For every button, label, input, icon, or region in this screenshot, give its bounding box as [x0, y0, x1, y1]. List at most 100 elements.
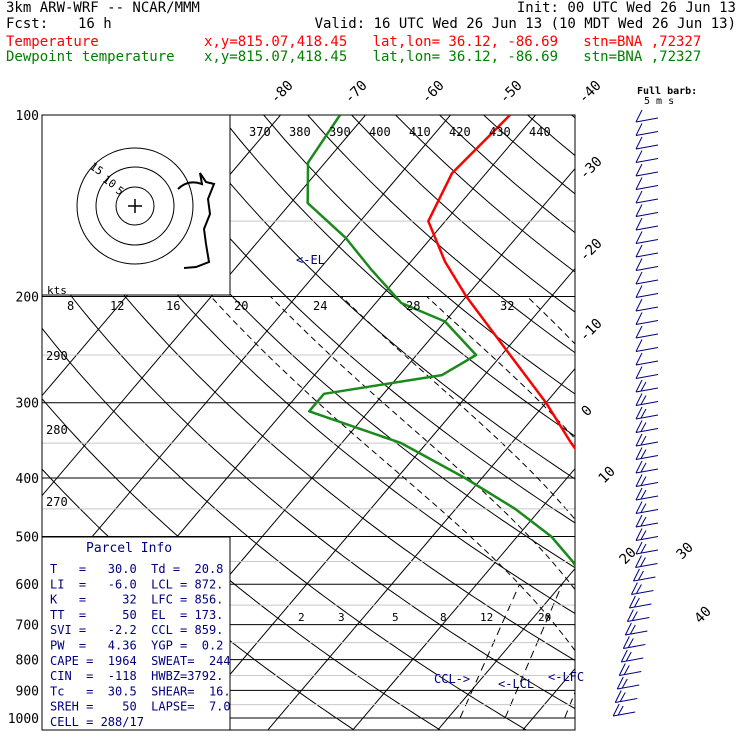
wind-barb-key-units: 5 m s	[644, 96, 674, 107]
wind-barb-icon	[635, 217, 659, 231]
hodograph-ring	[95, 166, 175, 246]
isotherm-line	[42, 115, 367, 497]
mixing-ratio-line	[504, 584, 563, 719]
isotherm-line	[267, 367, 575, 730]
parcel-info-row: PW = 4.36 YGP = 0.2	[50, 639, 223, 653]
parcel-info-row: SVI = -2.2 CCL = 859.	[50, 623, 223, 637]
theta-label: 380	[289, 125, 311, 139]
theta-label: 390	[329, 125, 351, 139]
theta-label: 290	[46, 349, 68, 363]
isotherm-label: -10	[577, 316, 606, 345]
wind-barb-icon	[635, 150, 659, 163]
wind-barb-icon	[635, 177, 659, 190]
parcel-info-row: CIN = -118 HWBZ=3792.	[50, 669, 223, 683]
hodograph-trace	[177, 172, 216, 269]
pressure-tick-label: 300	[16, 397, 39, 412]
hodograph-scale-label: 12	[110, 299, 124, 313]
dry-adiabat-line	[668, 87, 740, 730]
theta-label: 280	[46, 423, 68, 437]
wind-barb-icon	[635, 366, 659, 379]
pressure-tick-label: 500	[16, 530, 39, 545]
isotherm-label: 30	[674, 540, 697, 563]
pressure-tick-label: 200	[16, 291, 39, 306]
wind-barb-icon	[635, 393, 659, 406]
legend-dewpoint-location: x,y=815.07,418.45 lat,lon= 36.12, -86.69…	[204, 49, 702, 65]
hodograph-ring	[115, 186, 155, 226]
wind-barb-icon	[626, 609, 650, 622]
level-marker-label: <-LFC	[548, 670, 584, 684]
parcel-info-title: Parcel Info	[86, 541, 172, 556]
wind-barb-icon	[616, 676, 640, 690]
moist-adiabat-line	[636, 297, 740, 719]
wind-barb-icon	[635, 123, 659, 136]
wind-barb-icon	[635, 339, 659, 352]
pressure-tick-label: 800	[16, 654, 39, 669]
wind-barb-icon	[635, 298, 659, 312]
isotherm-label: 20	[617, 545, 640, 568]
isotherm-line	[692, 87, 740, 730]
wind-barb-icon	[635, 271, 659, 285]
wind-barb-icon	[635, 163, 659, 177]
hodograph-scale-label: 20	[234, 299, 248, 313]
hodograph-ring-label: 15	[87, 160, 105, 178]
level-marker-label: <-EL	[296, 253, 325, 267]
isotherm-line	[352, 467, 575, 730]
forecast-hour: 16 h	[78, 16, 112, 32]
wind-barb-icon	[635, 231, 659, 244]
theta-label: 400	[369, 125, 391, 139]
plot-border	[41, 114, 576, 731]
hodograph-inset: 15 10 5 kts	[41, 114, 231, 297]
hodograph-scale-label: 24	[313, 299, 327, 313]
parcel-info-row: LI = -6.0 LCL = 872.	[50, 577, 223, 591]
model-title: 3km ARW-WRF -- NCAR/MMM	[6, 0, 200, 16]
wind-barb-icon	[614, 690, 638, 703]
mixing-ratio-label: 8	[440, 611, 447, 624]
dry-adiabat-line	[626, 87, 740, 730]
wind-barb-icon	[635, 420, 659, 433]
init-time: Init: 00 UTC Wed 26 Jun 13	[516, 0, 736, 16]
pressure-tick-label: 100	[16, 109, 39, 124]
legend-temperature-location: x,y=815.07,418.45 lat,lon= 36.12, -86.69…	[204, 34, 702, 50]
wind-barb-icon	[635, 379, 659, 393]
wind-barb-icon	[635, 528, 659, 541]
wind-barb-icon	[635, 406, 659, 420]
moist-adiabat-line	[341, 296, 575, 521]
wind-barb-icon	[618, 663, 642, 676]
pressure-tick-label: 900	[16, 684, 39, 699]
isotherm-label: -50	[497, 78, 526, 107]
wind-barb-icon	[635, 244, 659, 258]
wind-barb-icon	[635, 501, 659, 514]
wind-barb-icon	[624, 622, 648, 636]
level-marker-label: <-LCL	[498, 677, 534, 691]
parcel-info-row: SREH = 50 LAPSE= 7.0	[50, 700, 231, 714]
parcel-info-panel: Parcel Info T = 30.0 Td = 20.8LI = -6.0 …	[41, 536, 231, 731]
parcel-info-row: Tc = 30.5 SHEAR= 16.	[50, 684, 231, 698]
wind-barb-icon	[635, 555, 658, 568]
theta-label: 440	[529, 125, 551, 139]
wind-barb-icon	[635, 460, 659, 474]
wind-barb-icon	[630, 582, 654, 595]
dry-adiabat-line	[583, 87, 740, 730]
wind-barb-icon	[635, 474, 659, 487]
isotherm-label: -30	[577, 154, 606, 183]
parcel-info-row: CELL = 288/17	[50, 715, 144, 729]
forecast-label: Fcst:	[6, 16, 49, 32]
wind-barb-icon	[635, 285, 659, 298]
dry-adiabat-line	[711, 87, 740, 730]
wind-barb-icon	[628, 595, 652, 609]
isotherm-label: -80	[268, 78, 297, 107]
mixing-ratio-line	[459, 584, 521, 719]
wind-barb-icon	[620, 649, 644, 663]
wind-barb-icon	[612, 703, 636, 717]
isotherm-label: 0	[579, 403, 596, 420]
isotherm-line	[182, 267, 575, 730]
isotherm-label: 10	[596, 464, 619, 487]
sounding-traces	[306, 115, 575, 568]
hodograph-scale-label: 8	[67, 299, 74, 313]
theta-label: 370	[249, 125, 271, 139]
parcel-info-row: CAPE = 1964 SWEAT= 244	[50, 654, 231, 668]
valid-time: Valid: 16 UTC Wed 26 Jun 13 (10 MDT Wed …	[314, 16, 736, 32]
dewpoint-trace	[306, 115, 575, 568]
wind-barb-icon	[635, 325, 659, 339]
